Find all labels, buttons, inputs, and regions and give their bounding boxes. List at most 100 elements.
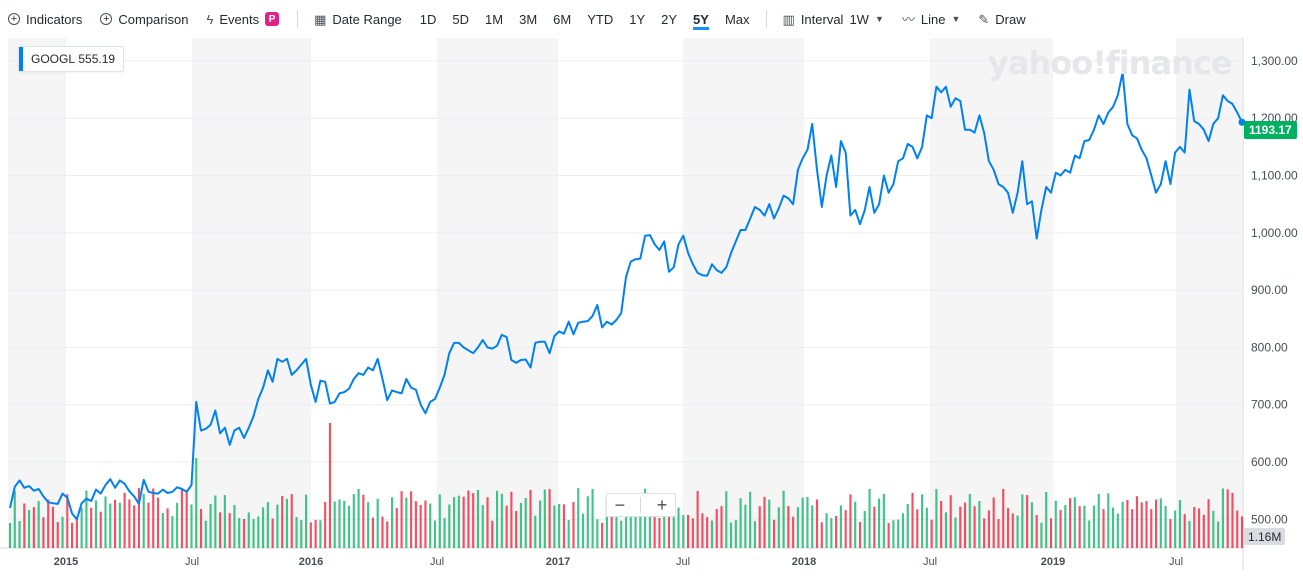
- volume-bar: [352, 494, 355, 548]
- volume-bar: [104, 496, 107, 548]
- draw-button[interactable]: ✎ Draw: [978, 12, 1025, 27]
- volume-bar: [32, 507, 35, 548]
- volume-bar: [1078, 506, 1081, 548]
- y-tick-label: 1,300.00: [1251, 54, 1298, 68]
- volume-bar: [376, 498, 379, 548]
- volume-bar: [362, 494, 365, 548]
- year-bands: [8, 38, 1242, 548]
- volume-bar: [696, 490, 699, 548]
- range-2y[interactable]: 2Y: [661, 11, 678, 27]
- volume-bar: [1011, 513, 1014, 548]
- volume-bar: [892, 520, 895, 548]
- volume-bar: [667, 494, 671, 548]
- volume-bar: [56, 522, 59, 548]
- price-line-layer: [9, 71, 1246, 521]
- volume-bar: [1040, 522, 1043, 548]
- volume-bar: [515, 510, 518, 548]
- y-tick-label: 700.00: [1251, 398, 1288, 412]
- zoom-controls: − +: [606, 493, 676, 517]
- volume-bar: [1006, 508, 1010, 548]
- volume-bar: [113, 499, 117, 548]
- volume-bar: [562, 504, 565, 548]
- volume-bar: [1154, 499, 1158, 548]
- ticker-legend[interactable]: GOOGL 555.19: [18, 46, 125, 72]
- volume-bar: [987, 510, 990, 548]
- zoom-in-button[interactable]: +: [656, 494, 668, 515]
- volume-bar: [577, 488, 580, 548]
- volume-bar: [180, 488, 183, 548]
- volume-bar: [653, 494, 656, 548]
- volume-bar: [687, 514, 690, 548]
- interval-label: Interval: [800, 11, 844, 27]
- volume-tag: 1.16M: [1244, 528, 1286, 545]
- volume-bar: [1069, 498, 1072, 548]
- price-line: [9, 71, 1243, 521]
- volume-bar: [199, 508, 203, 548]
- volume-bar: [8, 523, 12, 548]
- volume-bar: [290, 494, 293, 548]
- volume-bar: [500, 493, 503, 548]
- volume-bar: [219, 512, 222, 548]
- zoom-out-button[interactable]: −: [614, 494, 626, 515]
- volume-bar: [510, 491, 513, 548]
- price-chart[interactable]: 1,300.001,200.001,100.001,000.00900.0080…: [0, 38, 1303, 578]
- volume-bar: [405, 497, 408, 548]
- range-ytd[interactable]: YTD: [587, 11, 614, 27]
- volume-bar: [443, 518, 446, 548]
- volume-bar: [1221, 488, 1224, 548]
- volume-bar: [1054, 500, 1057, 548]
- range-5d[interactable]: 5D: [452, 11, 470, 27]
- volume-bar: [410, 491, 413, 548]
- range-1d[interactable]: 1D: [419, 11, 437, 27]
- volume-bar: [467, 490, 470, 548]
- volume-bar: [424, 500, 427, 548]
- volume-bar: [171, 515, 174, 548]
- line-chart-icon: 〰: [901, 11, 915, 27]
- volume-bar: [472, 493, 475, 548]
- volume-bar: [553, 505, 556, 548]
- date-range-label: Date Range: [332, 11, 402, 27]
- volume-bar: [954, 517, 957, 548]
- chart-toolbar: + Indicators + Comparison ϟ Events P ▦ D…: [0, 0, 1303, 38]
- volume-bar: [1083, 505, 1086, 548]
- volume-bar: [400, 491, 403, 548]
- volume-bar: [152, 488, 155, 548]
- range-6m[interactable]: 6M: [553, 11, 572, 27]
- range-3m[interactable]: 3M: [519, 11, 538, 27]
- volume-bar: [491, 520, 494, 548]
- indicators-button[interactable]: + Indicators: [8, 12, 82, 27]
- volume-bar: [133, 505, 136, 548]
- x-tick-label: Jul: [185, 556, 199, 568]
- volume-bar: [209, 503, 212, 548]
- volume-bar: [28, 509, 31, 548]
- range-1m[interactable]: 1M: [485, 11, 504, 27]
- volume-bar: [758, 506, 761, 548]
- range-1y[interactable]: 1Y: [629, 11, 646, 27]
- range-max[interactable]: Max: [724, 11, 750, 27]
- volume-bar: [963, 502, 967, 548]
- volume-bar: [1021, 494, 1024, 548]
- y-axis: 1,300.001,200.001,100.001,000.00900.0080…: [1251, 54, 1298, 526]
- volume-bar: [1231, 492, 1234, 548]
- volume-bar: [1002, 488, 1005, 548]
- volume-bar: [878, 498, 881, 548]
- volume-bar: [978, 500, 981, 548]
- volume-bar: [801, 497, 804, 548]
- volume-bar: [94, 500, 98, 548]
- volume-bar: [137, 488, 141, 548]
- y-tick-label: 600.00: [1251, 455, 1288, 469]
- volume-bar: [744, 504, 747, 548]
- volume-bar: [13, 490, 16, 548]
- events-button[interactable]: ϟ Events P: [206, 12, 280, 27]
- volume-bar: [815, 499, 819, 548]
- pencil-icon: ✎: [978, 11, 990, 27]
- date-range-button[interactable]: ▦ Date Range: [314, 12, 402, 27]
- chevron-down-icon: ▼: [951, 14, 961, 24]
- interval-dropdown[interactable]: ▥ Interval 1W ▼: [783, 12, 884, 27]
- range-5y[interactable]: 5Y: [693, 9, 709, 30]
- background-band: [930, 38, 1053, 548]
- line-type-dropdown[interactable]: 〰 Line ▼: [902, 12, 961, 27]
- comparison-button[interactable]: + Comparison: [100, 12, 188, 27]
- volume-bar: [701, 513, 704, 548]
- volume-bar: [367, 502, 370, 548]
